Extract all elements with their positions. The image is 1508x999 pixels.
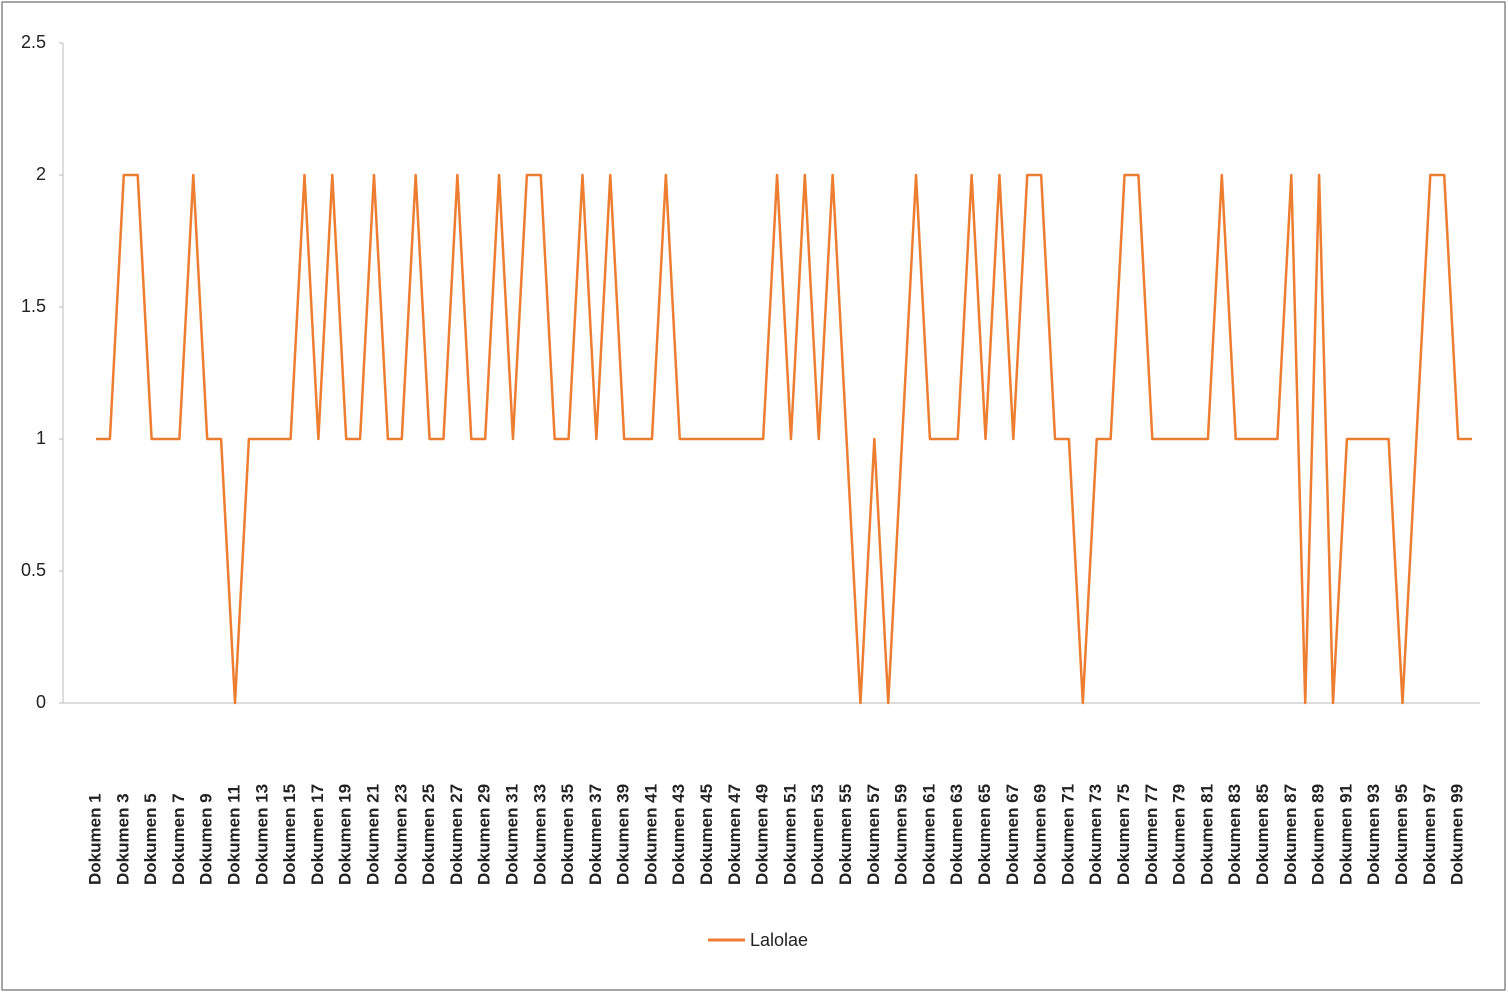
y-tick-label: 1 bbox=[36, 428, 46, 448]
x-tick-label: Dokumen 35 bbox=[558, 784, 577, 885]
x-tick-label: Dokumen 53 bbox=[808, 784, 827, 885]
x-tick-label: Dokumen 29 bbox=[475, 784, 494, 885]
x-tick-label: Dokumen 51 bbox=[780, 784, 799, 885]
line-series bbox=[96, 173, 1472, 705]
x-tick-label: Dokumen 61 bbox=[919, 784, 938, 885]
x-tick-label: Dokumen 21 bbox=[363, 784, 382, 885]
x-tick-label: Dokumen 99 bbox=[1448, 784, 1467, 885]
x-tick-label: Dokumen 63 bbox=[947, 784, 966, 885]
x-tick-label: Dokumen 83 bbox=[1225, 784, 1244, 885]
y-tick-label: 0.5 bbox=[21, 560, 46, 580]
x-tick-label: Dokumen 45 bbox=[697, 784, 716, 885]
x-tick-label: Dokumen 81 bbox=[1197, 784, 1216, 885]
x-tick-label: Dokumen 55 bbox=[836, 784, 855, 885]
x-tick-label: Dokumen 13 bbox=[252, 784, 271, 885]
x-tick-label: Dokumen 91 bbox=[1336, 784, 1355, 885]
y-tick-label: 2 bbox=[36, 164, 46, 184]
x-tick-label: Dokumen 11 bbox=[224, 785, 243, 885]
x-tick-label: Dokumen 85 bbox=[1253, 784, 1272, 885]
x-tick-label: Dokumen 27 bbox=[447, 784, 466, 885]
y-tick-label: 2.5 bbox=[21, 32, 46, 52]
x-tick-label: Dokumen 79 bbox=[1170, 784, 1189, 885]
x-tick-label: Dokumen 67 bbox=[1003, 784, 1022, 885]
x-tick-label: Dokumen 71 bbox=[1058, 784, 1077, 885]
x-tick-label: Dokumen 33 bbox=[530, 784, 549, 885]
x-tick-label: Dokumen 75 bbox=[1114, 784, 1133, 885]
y-tick-label: 1.5 bbox=[21, 296, 46, 316]
x-tick-label: Dokumen 39 bbox=[614, 784, 633, 885]
x-tick-label: Dokumen 57 bbox=[864, 784, 883, 885]
x-tick-label: Dokumen 31 bbox=[502, 784, 521, 885]
x-tick-label: Dokumen 9 bbox=[197, 793, 216, 885]
x-tick-label: Dokumen 87 bbox=[1281, 784, 1300, 885]
x-tick-label: Dokumen 1 bbox=[85, 793, 104, 885]
legend-label: Lalolae bbox=[750, 930, 808, 950]
x-tick-label: Dokumen 3 bbox=[113, 793, 132, 885]
x-tick-label: Dokumen 49 bbox=[753, 784, 772, 885]
x-tick-label: Dokumen 77 bbox=[1142, 784, 1161, 885]
x-tick-label: Dokumen 37 bbox=[586, 784, 605, 885]
x-tick-label: Dokumen 65 bbox=[975, 784, 994, 885]
x-tick-label: Dokumen 25 bbox=[419, 784, 438, 885]
x-tick-label: Dokumen 69 bbox=[1031, 784, 1050, 885]
x-tick-label: Dokumen 43 bbox=[669, 784, 688, 885]
y-tick-label: 0 bbox=[36, 692, 46, 712]
x-tick-label: Dokumen 17 bbox=[308, 784, 327, 885]
x-tick-label: Dokumen 95 bbox=[1392, 784, 1411, 885]
x-tick-label: Dokumen 73 bbox=[1086, 784, 1105, 885]
x-tick-label: Dokumen 93 bbox=[1364, 784, 1383, 885]
x-tick-label: Dokumen 59 bbox=[892, 784, 911, 885]
x-tick-label: Dokumen 15 bbox=[280, 784, 299, 885]
x-tick-label: Dokumen 89 bbox=[1309, 784, 1328, 885]
x-tick-label: Dokumen 47 bbox=[725, 784, 744, 885]
x-tick-label: Dokumen 5 bbox=[141, 793, 160, 885]
x-tick-label: Dokumen 23 bbox=[391, 784, 410, 885]
x-tick-label: Dokumen 97 bbox=[1420, 784, 1439, 885]
x-tick-label: Dokumen 7 bbox=[169, 793, 188, 885]
x-tick-label: Dokumen 19 bbox=[336, 784, 355, 885]
x-tick-label: Dokumen 41 bbox=[641, 784, 660, 885]
